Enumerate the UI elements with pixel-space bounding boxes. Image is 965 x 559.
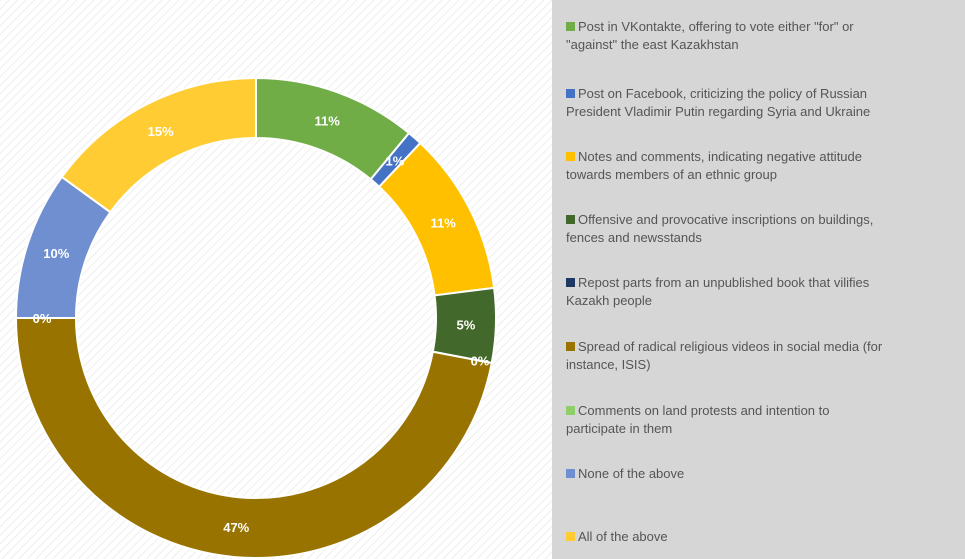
legend-label: participate in them — [566, 421, 673, 436]
legend-item-5: Repost parts from an unpublished book th… — [566, 274, 965, 310]
legend-item-2: Post on Facebook, criticizing the policy… — [566, 85, 965, 121]
legend-label: None of the above — [578, 466, 685, 481]
data-label-1: 11% — [314, 113, 340, 128]
data-label-4: 5% — [456, 318, 475, 333]
legend-swatch — [566, 342, 575, 351]
slice-9 — [60, 76, 257, 214]
legend-item-7: Comments on land protests and intention … — [566, 402, 965, 438]
legend-item-4: Offensive and provocative inscriptions o… — [566, 211, 965, 247]
data-label-8: 10% — [43, 246, 69, 261]
data-label-6: 47% — [223, 520, 249, 535]
legend-label: instance, ISIS) — [566, 357, 651, 372]
legend-swatch — [566, 278, 575, 287]
legend-item-8: None of the above — [566, 465, 965, 483]
legend: Post in VKontakte, offering to vote eith… — [552, 0, 965, 559]
legend-swatch — [566, 406, 575, 415]
data-label-2: 1% — [385, 153, 404, 168]
legend-item-1: Post in VKontakte, offering to vote eith… — [566, 18, 965, 54]
legend-label: fences and newsstands — [566, 230, 702, 245]
legend-label: All of the above — [578, 529, 668, 544]
data-label-3: 11% — [430, 216, 456, 231]
legend-swatch — [566, 532, 575, 541]
legend-swatch — [566, 89, 575, 98]
legend-label: Kazakh people — [566, 293, 653, 308]
legend-label: Offensive and provocative inscriptions o… — [578, 212, 874, 227]
legend-label: President Vladimir Putin regarding Syria… — [566, 104, 871, 119]
slice-6 — [14, 317, 493, 559]
data-label-7: 0% — [33, 311, 52, 326]
legend-label: "against" the east Kazakhstan — [566, 37, 739, 52]
legend-swatch — [566, 469, 575, 478]
legend-swatch — [566, 152, 575, 161]
donut-chart-svg: 11% 1% 11% 5% 0% 47% 0% 10% 15% — [0, 0, 552, 559]
legend-swatch — [566, 215, 575, 224]
legend-label: Post in VKontakte, offering to vote eith… — [578, 19, 854, 34]
legend-swatch — [566, 22, 575, 31]
data-label-5: 0% — [471, 354, 490, 369]
legend-item-9: All of the above — [566, 528, 965, 546]
legend-label: Post on Facebook, criticizing the policy… — [578, 86, 868, 101]
legend-item-3: Notes and comments, indicating negative … — [566, 148, 965, 184]
legend-label: Notes and comments, indicating negative … — [578, 149, 863, 164]
legend-label: Spread of radical religious videos in so… — [578, 339, 883, 354]
legend-label: Comments on land protests and intention … — [578, 403, 830, 418]
legend-label: towards members of an ethnic group — [566, 167, 777, 182]
data-label-9: 15% — [148, 124, 174, 139]
legend-label: Repost parts from an unpublished book th… — [578, 275, 870, 290]
legend-item-6: Spread of radical religious videos in so… — [566, 338, 965, 374]
